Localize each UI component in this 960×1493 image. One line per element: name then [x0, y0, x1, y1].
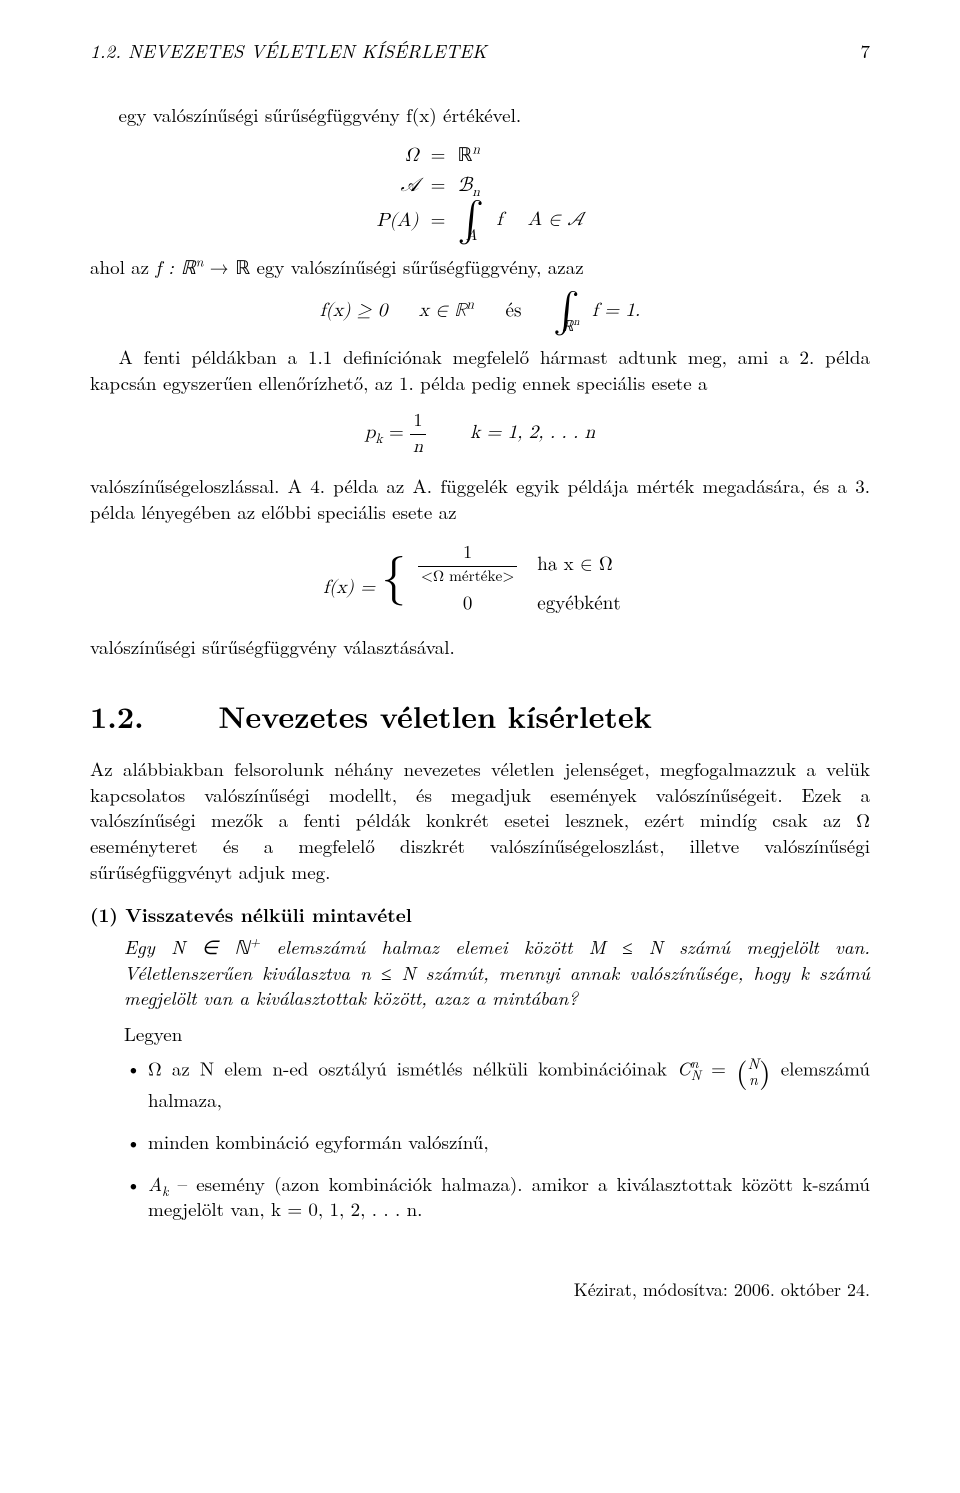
eq1-r3-rhs: ∫A f A ∈ 𝒜 [451, 201, 589, 241]
bullet-item: Ak – esemény (azon kombinációk halmaza).… [124, 1171, 870, 1222]
text: x ∈ ℝ [419, 301, 466, 320]
section-heading: 1.2. Nevezetes véletlen kísérletek [90, 696, 870, 737]
paragraph-intro: egy valószínűségi sűrűségfüggvény f(x) é… [90, 102, 870, 128]
text: p [365, 423, 376, 442]
text: C [677, 1054, 691, 1081]
text: ℝ [561, 318, 573, 335]
legyen-label: Legyen [124, 1021, 870, 1047]
section-title: Nevezetes véletlen kísérletek [218, 694, 651, 737]
text: f(x) = [323, 578, 381, 597]
text: k = 1, 2, . . . n [470, 423, 595, 442]
paragraph-4: valószínűségeloszlással. A 4. példa az A… [90, 473, 870, 524]
sup: n [472, 143, 480, 157]
int-sub: ℝn [561, 320, 579, 334]
running-head: 1.2. NEVEZETES VÉLETLEN KÍSÉRLETEK [90, 38, 487, 64]
page-header: 1.2. NEVEZETES VÉLETLEN KÍSÉRLETEK 7 [90, 38, 870, 64]
equation-block-1: Ω = ℝn 𝒜 = ℬn P(A) = ∫A f A ∈ 𝒜 [90, 141, 870, 240]
paragraph-3: A fenti példákban a 1.1 definíciónak meg… [90, 344, 870, 395]
eq1-r1-eq: = [425, 141, 452, 171]
case-2-value: 0 [414, 590, 531, 618]
page-number: 7 [860, 38, 870, 64]
numerator: 1 [418, 541, 517, 566]
text: = [701, 1054, 736, 1081]
paragraph-2: ahol az f : ℝn → ℝ egy valószínűségi sűr… [90, 254, 870, 280]
sub: N [691, 1065, 701, 1084]
equation-block-4: f(x) = { 1 <Ω mértéke> ha x ∈ Ω 0 egyébk… [90, 538, 870, 620]
denominator: <Ω mértéke> [418, 567, 517, 588]
sup: n [466, 298, 474, 312]
eq1-r2-rhs: ℬn [451, 171, 589, 201]
numerator: 1 [410, 409, 426, 434]
text: f = 1. [592, 301, 640, 320]
case-1-cond: ha x ∈ Ω [533, 540, 634, 588]
text: ℝ [457, 145, 472, 166]
denominator: n [410, 435, 426, 459]
text: = [389, 423, 410, 442]
footer: Kézirat, módosítva: 2006. október 24. [90, 1278, 870, 1302]
eq1-r2-eq: = [425, 171, 452, 201]
text: ahol az [90, 253, 155, 280]
section-number: 1.2. [90, 694, 144, 737]
brace-icon: { [381, 559, 406, 599]
text: f : ℝ [155, 253, 195, 280]
case-2-cond: egyébként [533, 590, 634, 618]
bullet-item: minden kombináció egyformán valószínű, [124, 1129, 870, 1155]
paragraph-5: valószínűségi sűrűségfüggvény választásá… [90, 634, 870, 660]
binom: (Nn) [736, 1055, 770, 1088]
integral-icon: ∫A [457, 203, 484, 239]
text: egy valószínűségi sűrűségfüggvény f(x) é… [119, 101, 522, 128]
eq1-r2-lhs: 𝒜 [371, 171, 425, 201]
equation-block-3: pk = 1 n k = 1, 2, . . . n [90, 409, 870, 459]
fraction: 1 n [410, 409, 426, 459]
text: Egy N ∈ ℕ [124, 933, 250, 960]
eq1-r3-eq: = [425, 201, 452, 241]
bullet-item: Ω az N elem n-ed osztályú ismétlés nélkü… [124, 1055, 870, 1113]
text: és [506, 301, 522, 320]
eq1-r1-rhs: ℝn [451, 141, 589, 171]
eq1-r1-lhs: Ω [371, 141, 425, 171]
text: A ∈ 𝒜 [528, 210, 584, 229]
text: – esemény (azon kombinációk halmaza). am… [148, 1170, 870, 1223]
text: f [497, 210, 503, 229]
paragraph-6: Az alábbiakban felsorolunk néhány neveze… [90, 756, 870, 884]
integral-icon: ∫ℝn [553, 294, 580, 330]
text: A [148, 1170, 162, 1197]
sup: + [250, 932, 261, 951]
sub: n [472, 185, 480, 199]
equation-block-2: f(x) ≥ 0 x ∈ ℝn és ∫ℝn f = 1. [90, 294, 870, 330]
case-1-value: 1 <Ω mértéke> [414, 540, 531, 588]
text: → ℝ egy valószínűségi sűrűségfüggvény, a… [203, 253, 583, 280]
eq1-r3-lhs: P(A) [371, 201, 425, 241]
text: Ω az N elem n-ed osztályú ismétlés nélkü… [148, 1054, 677, 1081]
binom-bot: n [748, 1071, 760, 1087]
example-description: Egy N ∈ ℕ+ elemszámú halmaz elemei közöt… [124, 934, 870, 1011]
int-sub: A [466, 229, 477, 243]
text: f(x) ≥ 0 [320, 301, 388, 320]
text: ℬ [457, 175, 472, 196]
example-heading: (1) Visszatevés nélküli mintavétel [90, 902, 870, 928]
sub: k [375, 432, 382, 446]
sup: n [573, 317, 579, 328]
